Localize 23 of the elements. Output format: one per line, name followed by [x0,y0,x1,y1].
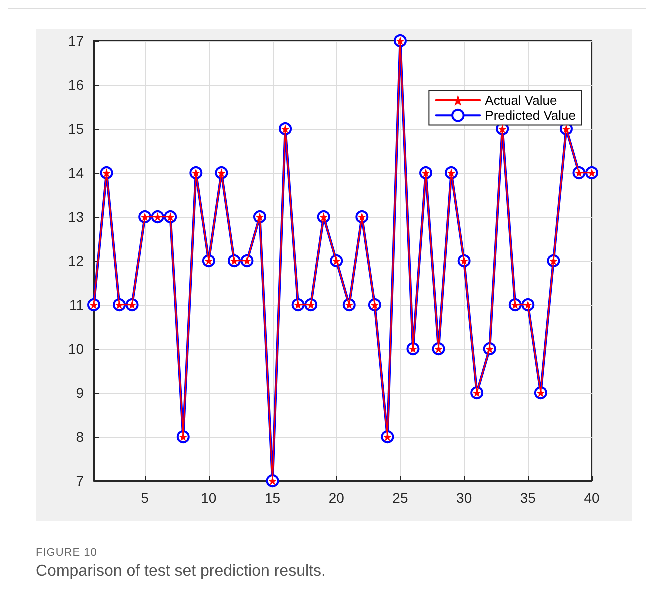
y-tick-label: 16 [68,77,84,93]
legend-label: Predicted Value [485,108,576,124]
x-tick-label: 40 [584,490,600,506]
y-tick-label: 13 [68,209,84,225]
y-tick-label: 14 [68,165,84,181]
caption: FIGURE 10 [36,547,98,559]
x-tick-label: 25 [392,490,408,506]
text: Comparison of test set prediction results. [36,563,327,581]
y-tick-label: 9 [76,385,84,401]
legend-label: Actual Value [485,93,558,108]
y-tick-label: 11 [69,297,84,313]
x-tick-label: 15 [264,490,281,506]
x-tick-label: 5 [141,490,150,506]
y-tick-label: 15 [68,121,84,137]
y-tick-label: 17 [68,33,84,49]
y-tick-label: 7 [76,473,84,489]
x-tick-label: 10 [201,490,217,506]
y-tick-label: 12 [68,253,84,269]
x-tick-label: 20 [328,490,345,506]
y-tick-label: 10 [68,341,84,357]
x-tick-label: 35 [520,490,536,506]
x-tick-label: 30 [456,490,472,506]
y-tick-label: 8 [76,429,84,445]
